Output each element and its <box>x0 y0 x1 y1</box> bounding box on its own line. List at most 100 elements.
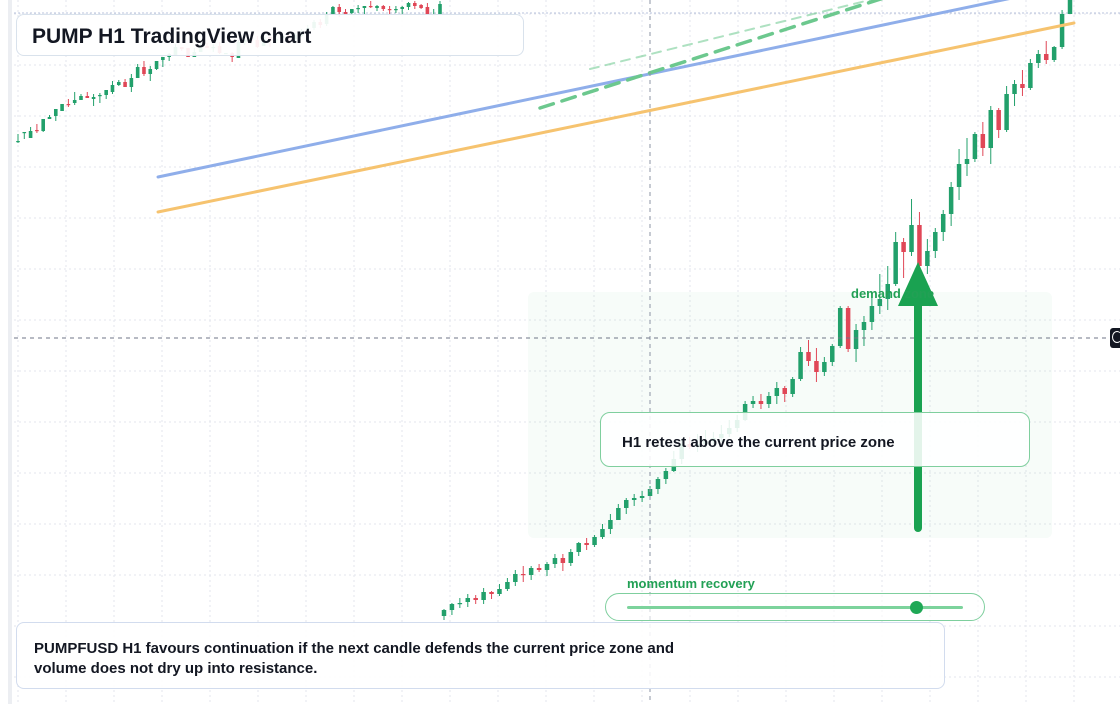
candle-bull <box>972 132 978 162</box>
candle-body <box>1067 0 1073 14</box>
title-card: PUMP H1 TradingView chart <box>16 14 524 56</box>
candle-body <box>368 6 373 8</box>
candle-bull <box>104 90 108 99</box>
candle-bull <box>940 210 946 241</box>
candle-bear <box>996 108 1001 138</box>
candle-bear <box>901 238 906 278</box>
candle-bull <box>1004 86 1009 132</box>
chart-title: PUMP H1 TradingView chart <box>32 25 312 48</box>
candle-bull <box>956 149 962 200</box>
candle-bull <box>331 6 335 15</box>
candle-bull <box>72 92 77 105</box>
candle-body <box>608 520 613 529</box>
crosshair-target-icon[interactable] <box>1110 328 1120 348</box>
momentum-thumb[interactable] <box>909 601 923 614</box>
candle-body <box>972 134 978 159</box>
momentum-label: momentum recovery <box>627 576 755 591</box>
candle-body <box>933 232 938 251</box>
candle-body <box>438 4 442 15</box>
demand-zone-label: demand zone <box>851 286 935 301</box>
candle-body <box>798 352 803 379</box>
candle-body <box>350 9 354 13</box>
candle-body <box>663 471 669 479</box>
candle-bear <box>1020 70 1025 96</box>
candle-bear <box>35 124 39 133</box>
candle-body <box>457 603 463 605</box>
commentary-text: PUMPFUSD H1 favours continuation if the … <box>34 640 675 677</box>
candle-body <box>123 82 127 87</box>
candle-bear <box>413 1 417 9</box>
candle-body <box>116 82 121 85</box>
candle-body <box>413 3 417 6</box>
candle-bull <box>1067 0 1073 14</box>
candle-body <box>996 110 1001 130</box>
candle-bear <box>473 595 478 604</box>
retest-annotation: H1 retest above the current price zone <box>600 412 1030 467</box>
candle-body <box>387 9 392 11</box>
candle-body <box>940 214 946 232</box>
candle-bull <box>663 468 669 484</box>
candle-body <box>528 568 534 575</box>
candle-bull <box>869 292 875 330</box>
candle-bull <box>154 61 159 70</box>
candle-body <box>161 57 165 60</box>
candle-bear <box>758 394 764 409</box>
candle-body <box>917 225 922 266</box>
candle-bull <box>1012 80 1017 106</box>
candle-body <box>1059 14 1065 47</box>
candle-bull <box>830 344 835 366</box>
candle-body <box>552 558 558 564</box>
candle-bull <box>639 491 645 502</box>
candle-body <box>41 119 45 131</box>
candle-layer <box>16 0 1073 620</box>
candle-bull <box>135 64 140 78</box>
candle-body <box>790 379 795 394</box>
candle-body <box>394 9 398 11</box>
candle-bull <box>148 66 153 81</box>
candle-body <box>520 574 526 576</box>
candle-body <box>869 306 875 322</box>
momentum-slider[interactable] <box>605 593 985 621</box>
candle-bull <box>988 106 994 164</box>
candle-body <box>1020 84 1025 88</box>
candle-bear <box>536 564 542 572</box>
candle-bull <box>528 566 534 580</box>
candle-bull <box>877 274 883 314</box>
candle-body <box>909 225 914 252</box>
candle-bull <box>948 182 954 226</box>
candle-bear <box>66 99 71 107</box>
candle-bull <box>822 357 827 376</box>
candle-body <box>142 67 146 74</box>
candle-body <box>544 564 550 570</box>
candle-body <box>356 8 360 10</box>
candle-body <box>72 100 77 103</box>
candle-body <box>91 97 96 99</box>
candle-body <box>1012 84 1017 94</box>
candle-bull <box>394 6 398 13</box>
candle-bull <box>98 93 102 103</box>
candle-bull <box>91 94 96 106</box>
candle-bull <box>116 80 121 86</box>
candle-bull <box>909 199 914 256</box>
candle-body <box>1051 47 1057 60</box>
candle-body <box>853 330 859 349</box>
candle-bull <box>592 535 597 547</box>
candle-bull <box>110 81 115 94</box>
candle-body <box>956 164 962 187</box>
candle-bear <box>1043 41 1049 64</box>
momentum-track <box>627 606 963 609</box>
candle-bear <box>419 4 423 9</box>
candle-body <box>148 69 153 74</box>
candle-body <box>425 7 430 14</box>
candle-bull <box>161 57 165 67</box>
candle-body <box>584 543 589 545</box>
candle-bull <box>457 598 463 608</box>
candle-body <box>877 299 883 306</box>
candle-bull <box>362 6 367 14</box>
candle-body <box>925 251 930 266</box>
candle-bull <box>513 570 518 586</box>
candle-body <box>28 131 33 138</box>
candle-body <box>47 117 52 119</box>
candle-body <box>1028 63 1033 88</box>
